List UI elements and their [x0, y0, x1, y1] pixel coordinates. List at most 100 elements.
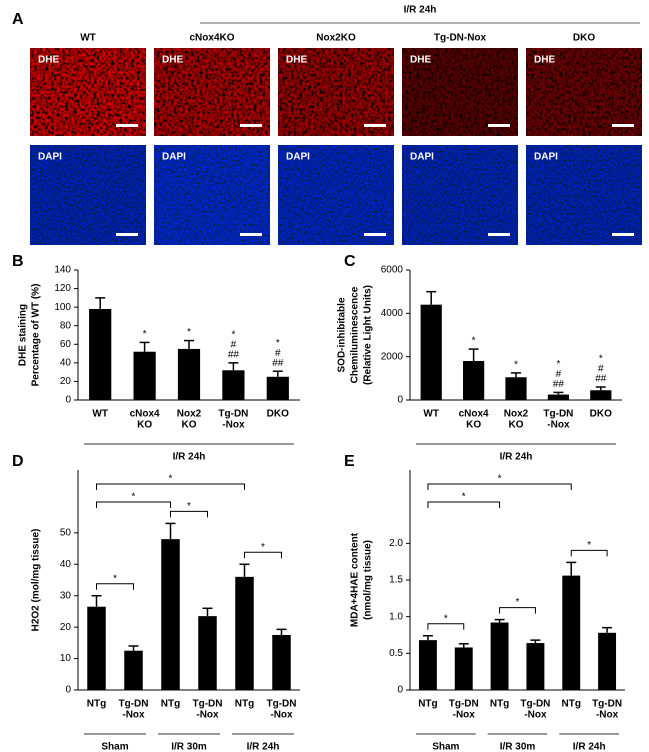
x-tick-label: -Nox — [270, 710, 293, 721]
scale-bar — [240, 233, 262, 236]
x-tick-label: NTg — [161, 699, 180, 710]
y-tick-label: 0 — [397, 395, 403, 406]
bar-annotation: * — [472, 336, 476, 347]
significance-bracket — [96, 501, 171, 508]
x-tick-label: Tg-DN — [592, 699, 622, 710]
x-tick-label: Nox2 — [504, 409, 529, 420]
x-tick-label: Tg-DN — [449, 699, 479, 710]
x-tick-label: Tg-DN — [543, 409, 573, 420]
bar — [161, 539, 180, 690]
scale-bar — [364, 233, 386, 236]
bar-annotation: * — [514, 360, 518, 371]
bar — [222, 370, 245, 400]
bar-annotation: # — [598, 364, 604, 375]
bar-annotation: * — [556, 359, 560, 370]
group-label: Sham — [101, 742, 128, 752]
significance-bracket — [427, 623, 465, 630]
image-label: DHE — [38, 55, 59, 66]
x-tick-label: -Nox — [222, 420, 245, 431]
micrograph — [30, 145, 146, 245]
x-tick-label: -Nox — [524, 710, 547, 721]
y-tick-label: 0 — [397, 685, 403, 696]
image-label: DAPI — [286, 152, 310, 163]
bar — [177, 348, 201, 400]
bar — [420, 304, 442, 400]
bar — [266, 376, 289, 400]
significance-bracket — [96, 583, 134, 590]
x-tick-label: Tg-DN — [119, 699, 149, 710]
panel-label: A — [12, 11, 24, 28]
y-tick-label: 1.5 — [389, 575, 403, 586]
image-label: DAPI — [38, 152, 62, 163]
image-label: DHE — [410, 55, 431, 66]
column-label: WT — [80, 33, 96, 44]
y-axis-label: MDA+4HAE content — [350, 532, 361, 627]
bar — [505, 377, 527, 400]
scale-bar — [612, 124, 634, 127]
significance-label: * — [113, 573, 117, 584]
group-label: I/R 30m — [171, 742, 207, 752]
panel-a-title: I/R 24h — [404, 5, 437, 16]
x-tick-label: NTg — [235, 699, 254, 710]
y-tick-label: 0.5 — [389, 648, 403, 659]
significance-bracket — [170, 510, 208, 518]
x-tick-label: Tg-DN — [218, 409, 248, 420]
y-tick-label: 140 — [54, 265, 71, 276]
x-tick-label: Tg-DN — [267, 699, 297, 710]
significance-bracket — [244, 551, 282, 559]
x-tick-label: KO — [509, 420, 524, 431]
x-tick-label: KO — [137, 420, 152, 431]
x-tick-label: Tg-DN — [520, 699, 550, 710]
y-tick-label: 30 — [60, 590, 72, 601]
bar-annotation: ## — [553, 379, 565, 390]
x-tick-label: WT — [92, 409, 108, 420]
bar-annotation: ## — [272, 358, 284, 369]
significance-label: * — [187, 501, 191, 512]
scale-bar — [116, 233, 138, 236]
bar-annotation: # — [556, 369, 562, 380]
image-label: DAPI — [534, 152, 558, 163]
x-tick-label: -Nox — [122, 710, 145, 721]
micrograph — [526, 145, 642, 245]
x-tick-label: Nox2 — [177, 409, 202, 420]
micrograph — [154, 145, 270, 245]
y-tick-label: 0 — [65, 685, 71, 696]
x-tick-label: -Nox — [453, 710, 476, 721]
y-tick-label: 0 — [65, 395, 71, 406]
group-label: Sham — [432, 742, 459, 752]
micrograph — [402, 145, 518, 245]
y-tick-label: 120 — [54, 283, 71, 294]
column-label: Nox2KO — [316, 33, 356, 44]
panel-label: D — [12, 453, 24, 470]
x-tick-label: -Nox — [596, 710, 619, 721]
y-axis-label: (nmol/mg tissue) — [363, 540, 374, 620]
scale-bar — [240, 124, 262, 127]
bar — [133, 351, 156, 400]
significance-bracket — [499, 607, 536, 614]
bar — [198, 616, 217, 690]
micrograph — [278, 48, 394, 136]
bar — [526, 643, 545, 690]
bar — [547, 394, 569, 400]
bar-annotation: ## — [228, 349, 240, 360]
bar — [124, 650, 143, 690]
group-label: I/R 24h — [173, 452, 206, 463]
column-label: DKO — [573, 33, 595, 44]
significance-bracket — [427, 501, 501, 508]
x-tick-label: NTg — [418, 699, 437, 710]
y-axis-label: Chemiluminescence — [350, 286, 361, 383]
scale-bar — [488, 124, 510, 127]
bar-annotation: * — [276, 338, 280, 349]
y-axis-label: (Relative Light Units) — [363, 285, 374, 385]
x-tick-label: WT — [423, 409, 439, 420]
scale-bar — [612, 233, 634, 236]
bar — [454, 647, 473, 690]
bar-annotation: * — [143, 329, 147, 340]
significance-label: * — [516, 597, 520, 608]
panel-label: C — [344, 253, 356, 270]
bar-annotation: * — [231, 329, 235, 340]
x-tick-label: NTg — [87, 699, 106, 710]
y-tick-label: 6000 — [381, 265, 404, 276]
column-label: cNox4KO — [189, 33, 234, 44]
x-tick-label: Tg-DN — [193, 699, 223, 710]
